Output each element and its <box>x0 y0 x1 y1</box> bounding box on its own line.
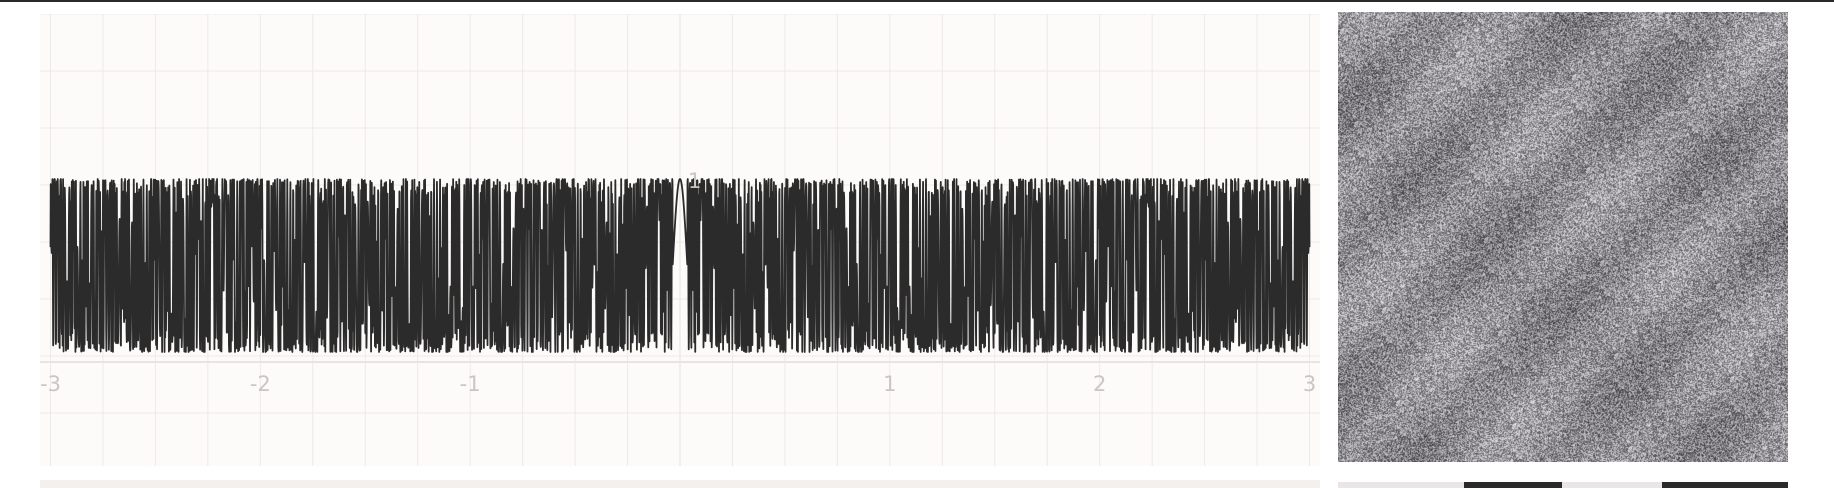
plot-svg <box>40 14 1320 466</box>
texture-swatch <box>1662 482 1788 488</box>
function-plot: -3 -2 -1 1 2 3 1 <box>40 14 1320 466</box>
noise-texture-image <box>1338 12 1788 462</box>
top-rule <box>0 0 1834 2</box>
noise-texture-panel <box>1338 12 1788 462</box>
x-tick-label: -1 <box>459 372 481 396</box>
next-plot-strip <box>40 480 1320 488</box>
x-tick-label: -3 <box>40 372 61 396</box>
series-line <box>49 178 1311 353</box>
x-tick-label: -2 <box>249 372 271 396</box>
x-tick-label: 2 <box>1092 372 1107 396</box>
texture-swatch <box>1562 482 1662 488</box>
texture-swatch <box>1464 482 1562 488</box>
x-tick-label: 1 <box>883 372 897 396</box>
y-tick-label: 1 <box>688 169 702 193</box>
x-tick-label: 3 <box>1302 372 1317 396</box>
texture-swatch <box>1338 482 1464 488</box>
next-texture-strip <box>1338 482 1788 488</box>
